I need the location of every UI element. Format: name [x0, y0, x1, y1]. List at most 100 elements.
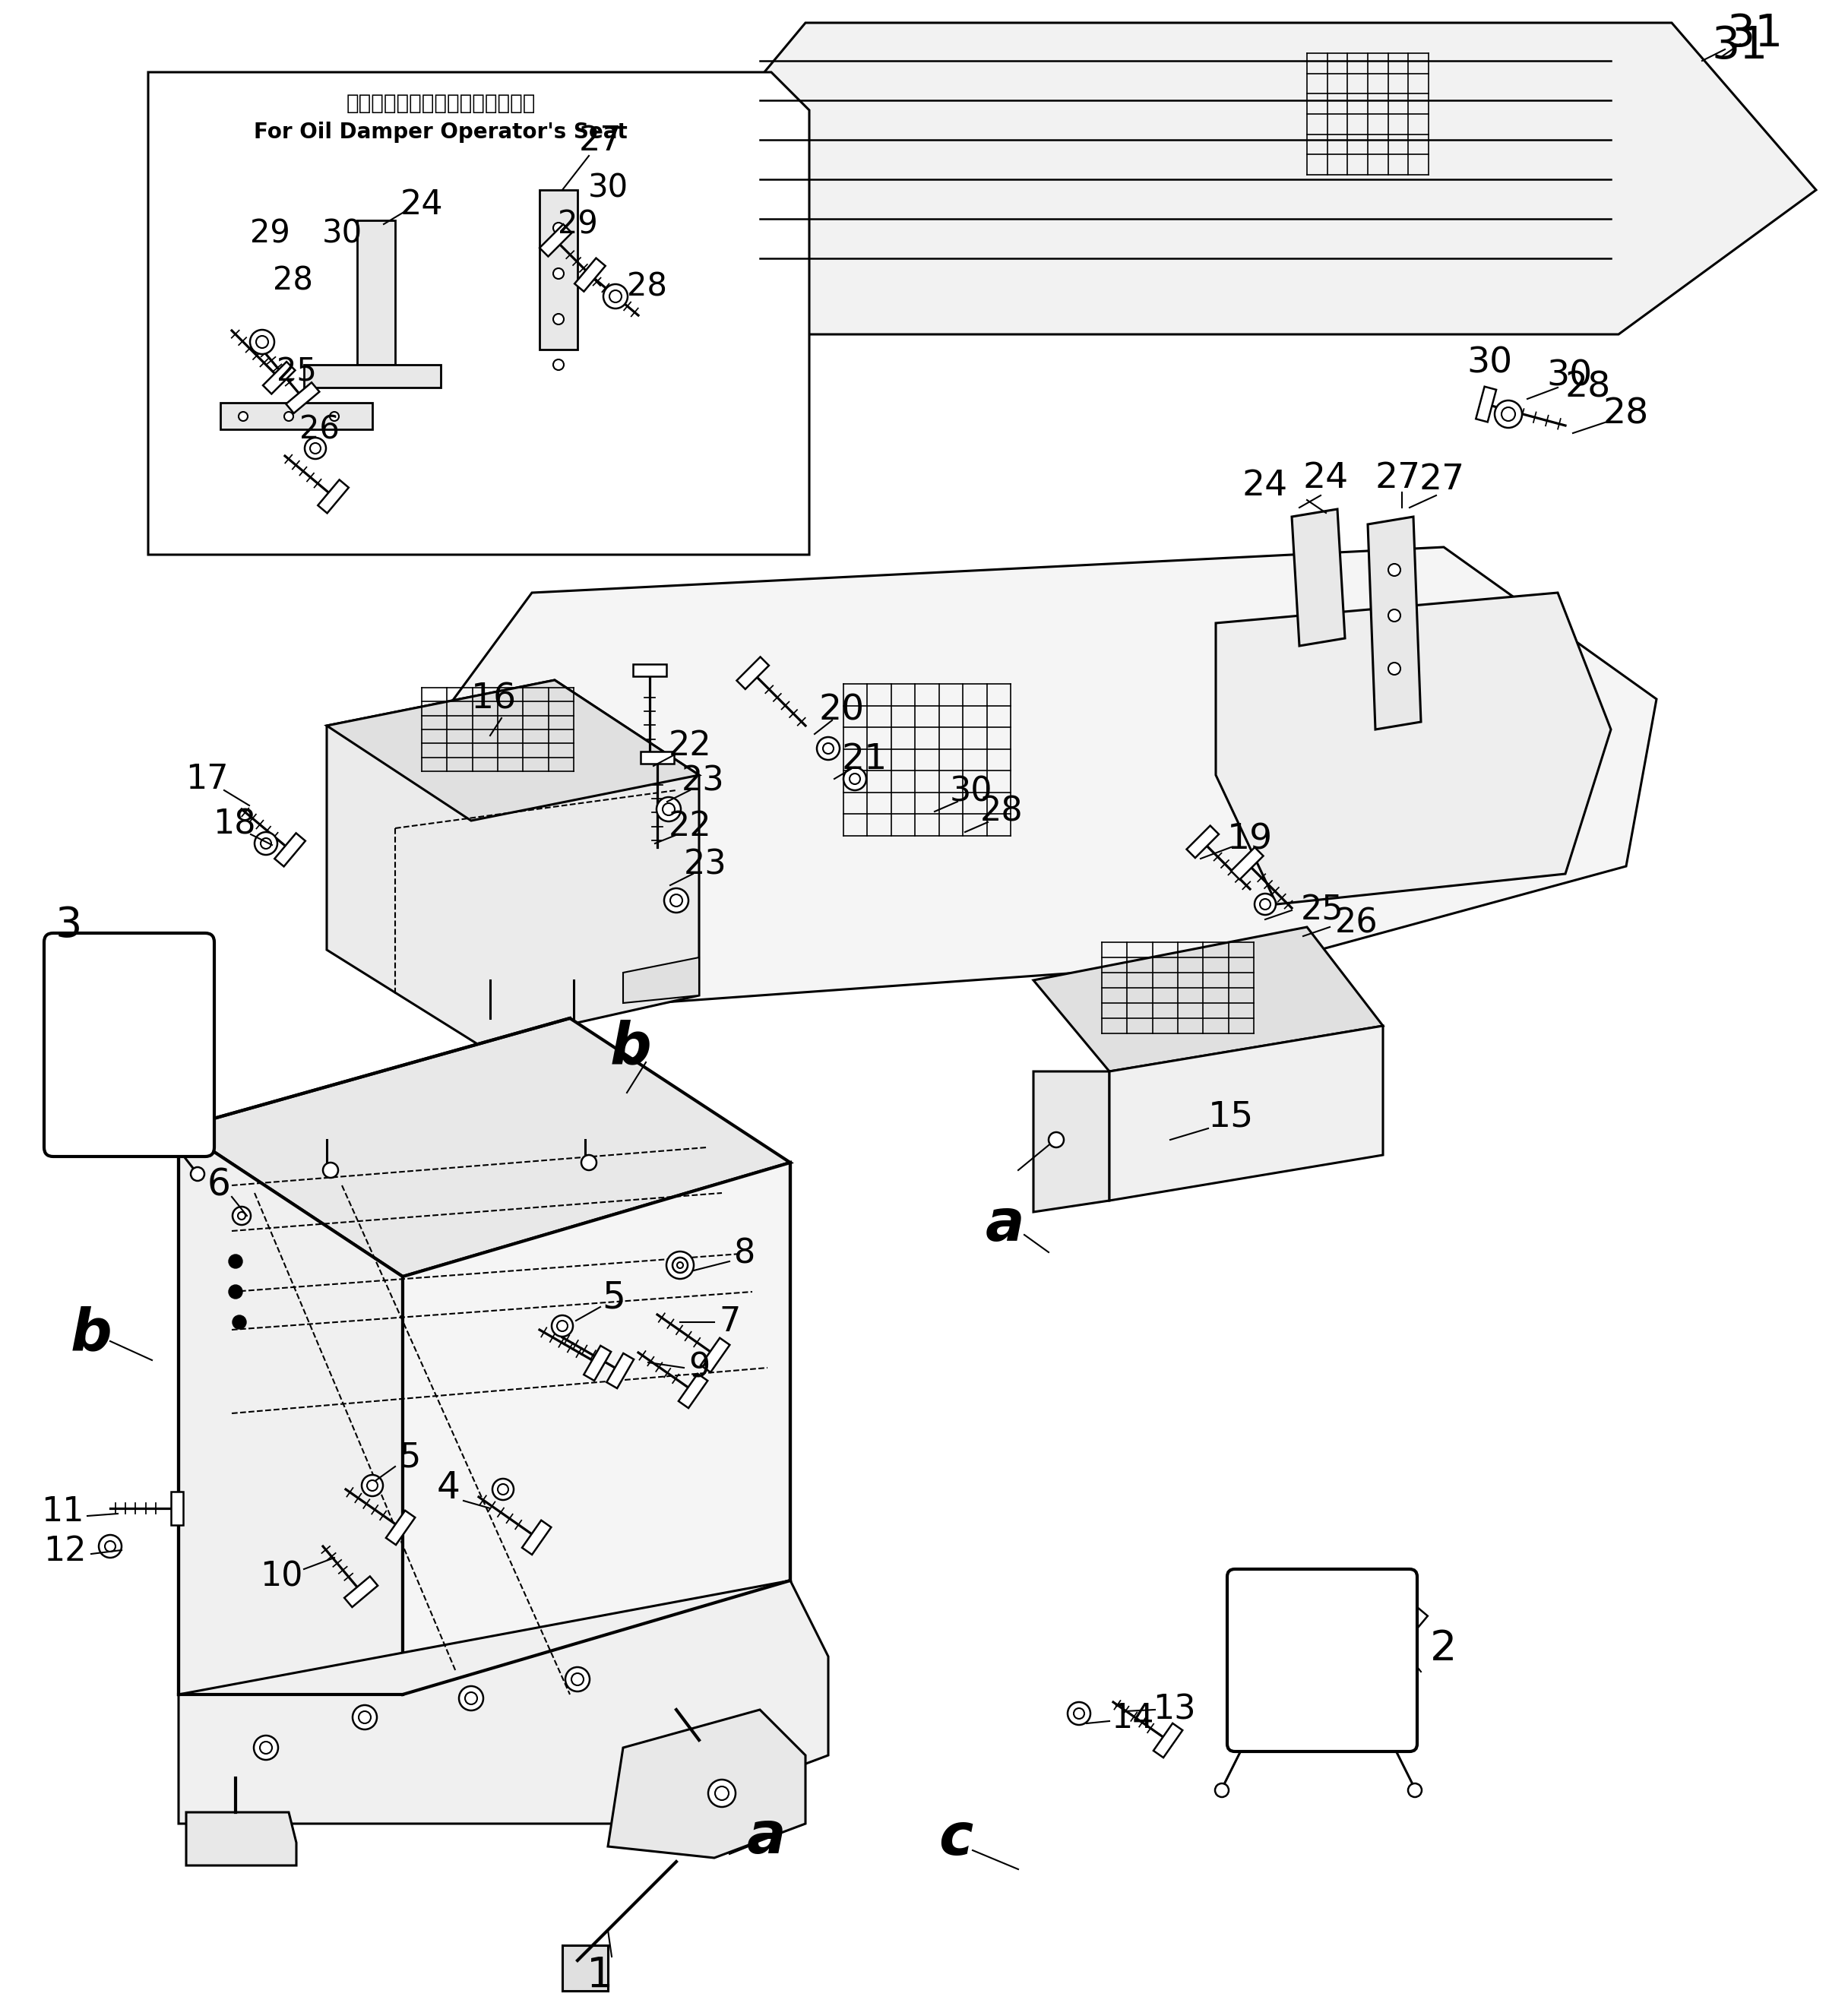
- Circle shape: [233, 1206, 251, 1226]
- Circle shape: [1388, 563, 1401, 577]
- Polygon shape: [641, 751, 675, 763]
- Polygon shape: [1216, 593, 1611, 903]
- Polygon shape: [327, 681, 699, 821]
- Circle shape: [305, 439, 325, 459]
- Text: 18: 18: [213, 807, 255, 841]
- Text: オイルダンパオペレータシート用: オイルダンパオペレータシート用: [346, 92, 536, 114]
- Circle shape: [368, 1480, 377, 1490]
- Polygon shape: [562, 1945, 608, 1991]
- Polygon shape: [327, 681, 699, 1046]
- Text: 24: 24: [1303, 461, 1349, 497]
- Text: 24: 24: [1242, 469, 1288, 503]
- Polygon shape: [1231, 847, 1264, 879]
- Text: 31: 31: [1711, 24, 1769, 68]
- Circle shape: [323, 1162, 338, 1178]
- Polygon shape: [342, 547, 1656, 1018]
- Text: For Oil Damper Operator's Seat: For Oil Damper Operator's Seat: [253, 122, 628, 142]
- Text: 10: 10: [261, 1560, 303, 1592]
- Polygon shape: [386, 1510, 416, 1544]
- Circle shape: [497, 1484, 508, 1494]
- Text: 27: 27: [578, 124, 621, 156]
- Text: 26: 26: [1334, 907, 1379, 939]
- Polygon shape: [1186, 825, 1220, 857]
- Circle shape: [671, 895, 682, 907]
- Circle shape: [656, 797, 680, 821]
- Polygon shape: [286, 383, 320, 413]
- Text: 5: 5: [602, 1280, 626, 1316]
- Circle shape: [1408, 1783, 1421, 1797]
- Polygon shape: [1477, 387, 1497, 423]
- FancyBboxPatch shape: [44, 933, 214, 1156]
- Text: 23: 23: [684, 849, 726, 881]
- Text: 5: 5: [399, 1440, 421, 1474]
- Circle shape: [1332, 1602, 1343, 1612]
- Text: c: c: [939, 1811, 974, 1867]
- Text: 28: 28: [1604, 397, 1648, 431]
- Text: 16: 16: [471, 681, 517, 717]
- Text: 25: 25: [275, 357, 316, 389]
- Circle shape: [190, 1168, 205, 1182]
- Polygon shape: [179, 1128, 403, 1695]
- Circle shape: [610, 290, 621, 302]
- Circle shape: [261, 837, 272, 849]
- Polygon shape: [1033, 927, 1382, 1072]
- Circle shape: [98, 1534, 122, 1558]
- Circle shape: [466, 1693, 477, 1705]
- Polygon shape: [634, 665, 667, 677]
- Circle shape: [850, 773, 859, 785]
- Text: 22: 22: [669, 729, 711, 763]
- Polygon shape: [700, 1338, 730, 1372]
- Polygon shape: [540, 190, 577, 351]
- Text: 27: 27: [1375, 461, 1421, 497]
- Polygon shape: [606, 1354, 634, 1388]
- Circle shape: [310, 443, 322, 453]
- Text: 29: 29: [249, 218, 290, 250]
- Circle shape: [602, 284, 628, 308]
- Text: 24: 24: [401, 188, 444, 222]
- Circle shape: [582, 1156, 597, 1170]
- Text: 4: 4: [436, 1470, 460, 1506]
- Polygon shape: [403, 1162, 791, 1695]
- Text: 12: 12: [43, 1536, 87, 1568]
- Polygon shape: [737, 657, 769, 689]
- Text: a: a: [985, 1196, 1024, 1254]
- Circle shape: [105, 1540, 115, 1552]
- Text: b: b: [70, 1306, 113, 1362]
- Polygon shape: [540, 224, 571, 256]
- Polygon shape: [303, 365, 440, 387]
- Text: 15: 15: [1209, 1100, 1255, 1134]
- Circle shape: [329, 413, 338, 421]
- Polygon shape: [172, 1492, 183, 1524]
- Polygon shape: [1153, 1723, 1183, 1757]
- Polygon shape: [220, 403, 371, 429]
- Circle shape: [1255, 893, 1275, 915]
- Text: 30: 30: [950, 775, 992, 807]
- Polygon shape: [187, 1813, 296, 1865]
- Circle shape: [673, 1258, 687, 1272]
- Text: 25: 25: [1301, 893, 1343, 927]
- Circle shape: [843, 767, 867, 791]
- Circle shape: [667, 1252, 693, 1278]
- Circle shape: [553, 1316, 573, 1336]
- Text: 28: 28: [1565, 371, 1611, 405]
- Circle shape: [822, 743, 833, 753]
- Circle shape: [1214, 1783, 1229, 1797]
- Text: 14: 14: [1111, 1703, 1153, 1735]
- Text: 30: 30: [1467, 347, 1512, 381]
- Polygon shape: [275, 833, 305, 867]
- Circle shape: [1068, 1703, 1090, 1725]
- Circle shape: [238, 413, 248, 421]
- Text: 21: 21: [843, 743, 887, 777]
- Text: 1: 1: [588, 1955, 614, 1997]
- Circle shape: [1388, 609, 1401, 621]
- Polygon shape: [262, 363, 296, 395]
- Polygon shape: [148, 72, 809, 555]
- Circle shape: [556, 1320, 567, 1332]
- Text: 28: 28: [272, 264, 312, 296]
- Circle shape: [458, 1687, 484, 1711]
- Circle shape: [565, 1666, 590, 1691]
- Circle shape: [1495, 401, 1523, 429]
- Text: 7: 7: [719, 1306, 741, 1338]
- Polygon shape: [344, 1576, 377, 1606]
- Text: b: b: [610, 1020, 652, 1076]
